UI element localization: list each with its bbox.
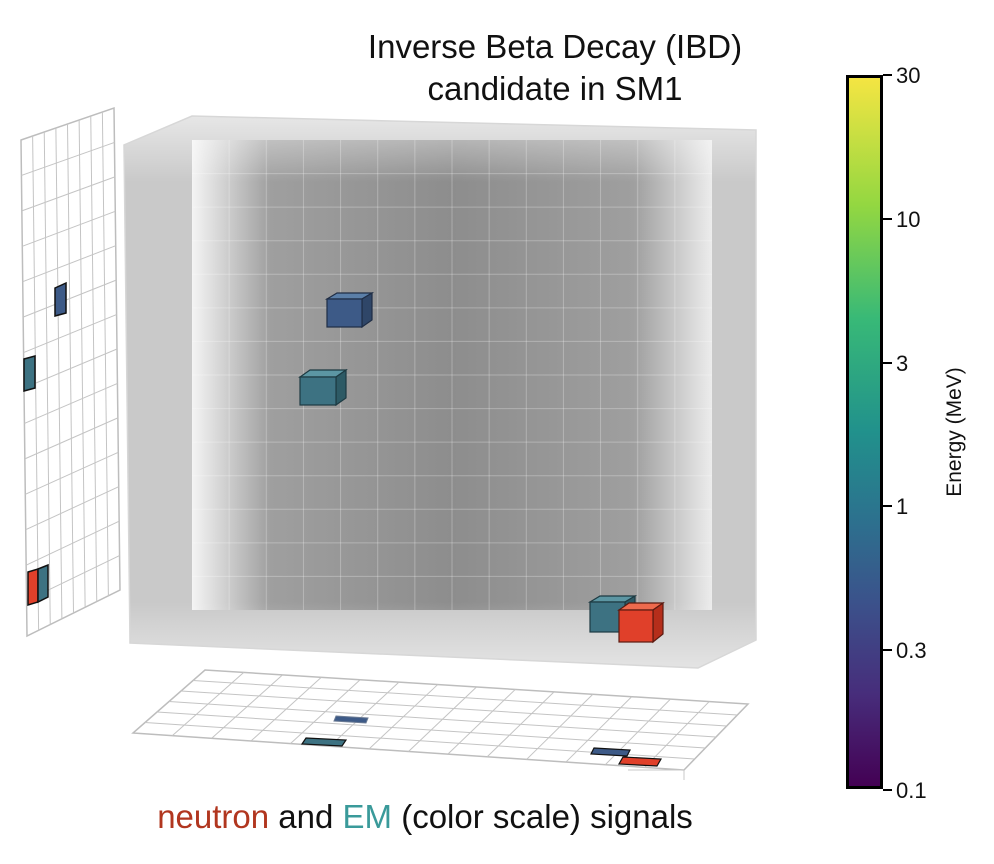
caption-and: and bbox=[278, 798, 334, 835]
colorbar-title: Energy (MeV) bbox=[943, 367, 966, 497]
left-grid-line bbox=[22, 279, 117, 318]
hit-cube-neutron bbox=[617, 601, 665, 644]
bottom-proj-hit-em-low bbox=[333, 715, 369, 724]
colorbar-tick-mark bbox=[883, 505, 892, 507]
figure-title: Inverse Beta Decay (IBD) candidate in SM… bbox=[300, 26, 810, 110]
left-grid-line bbox=[24, 382, 118, 424]
caption-rest: (color scale) signals bbox=[401, 798, 693, 835]
bottom-proj-hit-neutron bbox=[617, 756, 663, 767]
figure-caption: neutron and EM (color scale) signals bbox=[60, 798, 790, 836]
left-grid-line bbox=[21, 141, 115, 176]
bottom-grid-line bbox=[192, 680, 738, 716]
colorbar-tick-mark bbox=[883, 649, 892, 651]
left-grid-line bbox=[25, 486, 119, 531]
bottom-grid-line bbox=[168, 701, 717, 738]
colorbar-tick-label: 3 bbox=[896, 351, 909, 376]
left-grid-line bbox=[23, 314, 117, 354]
colorbar bbox=[846, 75, 883, 789]
left-grid-line bbox=[22, 210, 116, 247]
hit-cube-em-mid bbox=[298, 368, 348, 407]
title-line-1: Inverse Beta Decay (IBD) bbox=[367, 28, 743, 65]
left-grid-line bbox=[21, 176, 116, 212]
title-line-2: candidate in SM1 bbox=[427, 70, 683, 107]
caption-em: EM bbox=[342, 798, 393, 835]
left-proj-hit-em-low bbox=[54, 281, 67, 317]
left-grid-line bbox=[23, 348, 118, 389]
bottom-grid-line bbox=[180, 690, 727, 727]
bottom-proj-hit-em-mid bbox=[300, 737, 348, 747]
left-proj-hit-em-mid bbox=[23, 355, 36, 392]
left-grid-line bbox=[22, 245, 116, 283]
bottom-projection-panel bbox=[131, 669, 750, 780]
colorbar-tick-label: 1 bbox=[896, 494, 909, 519]
colorbar-tick-mark bbox=[883, 74, 892, 76]
left-grid-line bbox=[25, 520, 120, 566]
colorbar-tick-label: 0.3 bbox=[896, 638, 927, 663]
left-proj-hit-em-mid-2 bbox=[37, 563, 49, 604]
colorbar-tick-mark bbox=[883, 362, 892, 364]
left-grid-line bbox=[25, 451, 119, 495]
left-proj-hit-neutron bbox=[27, 567, 39, 607]
left-grid-line bbox=[24, 417, 119, 460]
hit-cube-em-low bbox=[324, 291, 375, 329]
caption-neutron: neutron bbox=[157, 798, 270, 835]
detector-block bbox=[123, 115, 757, 669]
colorbar-tick-mark bbox=[883, 789, 892, 791]
colorbar-tick-mark bbox=[883, 218, 892, 220]
left-projection-panel bbox=[20, 106, 121, 638]
colorbar-tick-label: 30 bbox=[896, 63, 921, 88]
colorbar-tick-label: 0.1 bbox=[896, 778, 927, 803]
colorbar-tick-label: 10 bbox=[896, 207, 921, 232]
bottom-proj-hit-em-mid-2 bbox=[590, 747, 631, 757]
bottom-grid-line bbox=[156, 711, 706, 749]
